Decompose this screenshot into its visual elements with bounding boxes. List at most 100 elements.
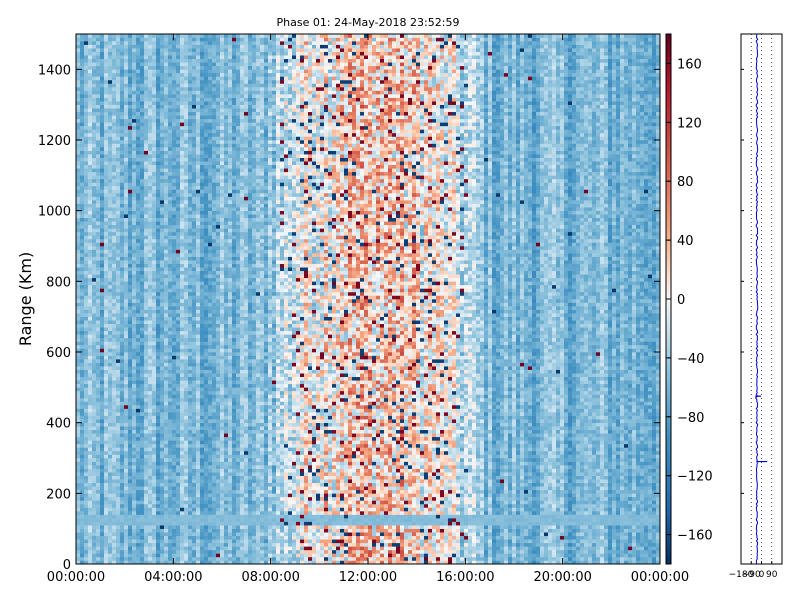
heatmap-cell bbox=[76, 108, 81, 113]
heatmap-cell bbox=[208, 461, 213, 466]
heatmap-cell bbox=[80, 373, 85, 378]
heatmap-cell bbox=[116, 344, 121, 349]
heatmap-cell bbox=[80, 461, 85, 466]
heatmap-cell bbox=[168, 486, 173, 491]
heatmap-cell bbox=[104, 196, 109, 201]
heatmap-cell bbox=[132, 447, 137, 452]
heatmap-cell bbox=[104, 150, 109, 155]
heatmap-cell bbox=[140, 129, 145, 134]
heatmap-cell bbox=[208, 405, 213, 409]
heatmap-cell bbox=[160, 461, 165, 466]
heatmap-cell bbox=[204, 253, 209, 257]
heatmap-cell bbox=[200, 242, 205, 247]
heatmap-cell bbox=[104, 41, 109, 45]
heatmap-cell bbox=[148, 147, 153, 151]
heatmap-cell bbox=[184, 263, 189, 268]
heatmap-cell bbox=[156, 83, 161, 88]
heatmap-cell bbox=[168, 175, 173, 180]
heatmap-cell bbox=[176, 486, 181, 491]
heatmap-cell bbox=[116, 426, 121, 431]
heatmap-cell bbox=[116, 217, 121, 222]
heatmap-cell bbox=[180, 465, 185, 469]
heatmap-cell bbox=[160, 157, 165, 162]
heatmap-cell bbox=[132, 337, 137, 342]
heatmap-cell bbox=[180, 90, 185, 95]
heatmap-cell bbox=[76, 175, 81, 180]
heatmap-cell bbox=[176, 193, 181, 197]
heatmap-cell bbox=[180, 405, 185, 409]
heatmap-cell bbox=[188, 175, 193, 180]
heatmap-cell bbox=[172, 288, 177, 293]
heatmap-cell bbox=[176, 72, 181, 77]
heatmap-cell bbox=[140, 369, 145, 374]
heatmap-cell bbox=[164, 440, 169, 445]
heatmap-cell bbox=[180, 41, 185, 45]
heatmap-cell bbox=[184, 295, 189, 300]
heatmap-cell bbox=[128, 94, 133, 98]
heatmap-cell bbox=[92, 228, 97, 233]
heatmap-cell bbox=[84, 496, 89, 501]
heatmap-cell bbox=[184, 143, 189, 148]
heatmap-cell bbox=[140, 55, 145, 60]
heatmap-cell bbox=[80, 525, 85, 529]
heatmap-cell bbox=[116, 376, 121, 381]
heatmap-cell bbox=[168, 489, 173, 494]
heatmap-cell bbox=[200, 253, 205, 257]
heatmap-cell bbox=[144, 507, 149, 512]
heatmap-cell bbox=[112, 72, 117, 77]
heatmap-cell bbox=[148, 532, 153, 537]
heatmap-cell bbox=[136, 214, 141, 219]
heatmap-cell bbox=[180, 313, 185, 317]
heatmap-cell bbox=[160, 48, 165, 52]
heatmap-cell bbox=[160, 221, 165, 226]
heatmap-cell bbox=[116, 366, 121, 370]
heatmap-cell bbox=[84, 486, 89, 491]
heatmap-cell bbox=[112, 111, 117, 116]
heatmap-cell bbox=[200, 154, 205, 158]
heatmap-cell bbox=[104, 443, 109, 448]
heatmap-cell bbox=[76, 185, 81, 190]
heatmap-cell bbox=[172, 440, 177, 445]
heatmap-cell bbox=[104, 323, 109, 328]
heatmap-cell bbox=[192, 94, 197, 98]
heatmap-cell bbox=[180, 546, 185, 551]
heatmap-cell bbox=[144, 390, 149, 395]
heatmap-cell bbox=[200, 111, 205, 116]
heatmap-cell bbox=[120, 302, 125, 307]
heatmap-cell bbox=[136, 443, 141, 448]
heatmap-cell bbox=[192, 366, 197, 370]
heatmap-cell bbox=[172, 493, 177, 498]
heatmap-cell bbox=[144, 132, 149, 137]
heatmap-cell bbox=[192, 440, 197, 445]
heatmap-cell bbox=[132, 302, 137, 307]
heatmap-cell bbox=[180, 493, 185, 498]
heatmap-cell bbox=[192, 267, 197, 272]
heatmap-cell bbox=[156, 171, 161, 176]
heatmap-cell bbox=[96, 394, 101, 399]
heatmap-cell bbox=[188, 281, 193, 286]
heatmap-cell bbox=[180, 125, 185, 130]
heatmap-cell bbox=[148, 355, 153, 360]
heatmap-cell bbox=[120, 496, 125, 501]
heatmap-cell bbox=[112, 101, 117, 105]
heatmap-cell bbox=[192, 408, 197, 413]
heatmap-cell bbox=[136, 122, 141, 127]
heatmap-cell bbox=[200, 69, 205, 74]
heatmap-cell bbox=[112, 217, 117, 222]
heatmap-cell bbox=[104, 175, 109, 180]
heatmap-cell bbox=[124, 500, 129, 505]
heatmap-cell bbox=[148, 79, 153, 84]
heatmap-cell bbox=[132, 143, 137, 148]
heatmap-cell bbox=[84, 242, 89, 247]
heatmap-cell bbox=[116, 461, 121, 466]
heatmap-cell bbox=[96, 362, 101, 367]
heatmap-cell bbox=[96, 97, 101, 102]
heatmap-cell bbox=[168, 143, 173, 148]
heatmap-cell bbox=[136, 440, 141, 445]
heatmap-cell bbox=[100, 207, 105, 211]
heatmap-cell bbox=[196, 69, 201, 74]
heatmap-cell bbox=[104, 178, 109, 183]
heatmap-cell bbox=[100, 246, 105, 250]
heatmap-cell bbox=[176, 228, 181, 233]
heatmap-cell bbox=[156, 288, 161, 293]
